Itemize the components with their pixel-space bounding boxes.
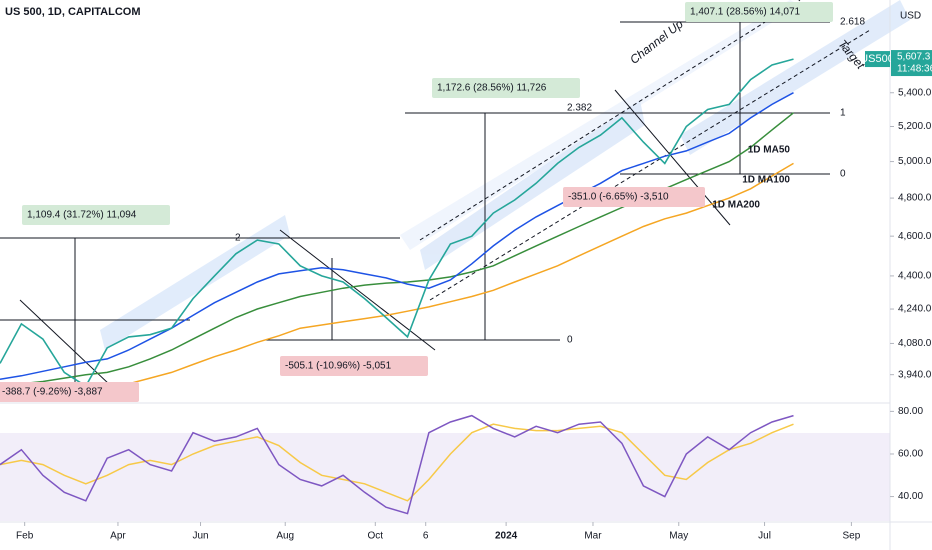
y-tick-label: 3,940.0 bbox=[898, 369, 932, 380]
series-label: 1D MA200 bbox=[712, 200, 760, 211]
y-tick-label: 5,400.0 bbox=[898, 87, 932, 98]
annotation-box bbox=[432, 78, 580, 98]
x-tick-label: Sep bbox=[842, 531, 860, 542]
trend-line bbox=[279, 229, 436, 351]
series-line bbox=[0, 423, 794, 502]
channel-line bbox=[429, 29, 871, 301]
rsi-band bbox=[0, 433, 890, 521]
y-tick-label: 5,200.0 bbox=[898, 121, 932, 132]
series-line bbox=[0, 414, 794, 515]
x-tick-label: Mar bbox=[584, 531, 602, 542]
y-tick-label: 5,000.0 bbox=[898, 156, 932, 167]
annotation: 1,109.4 (31.72%) 11,094 bbox=[27, 210, 137, 221]
annotation-box bbox=[685, 2, 833, 22]
currency: USD bbox=[900, 11, 921, 22]
annotation: 1,172.6 (28.56%) 11,726 bbox=[437, 83, 547, 94]
x-tick-label: May bbox=[669, 531, 688, 542]
annotation: 2 bbox=[235, 233, 241, 244]
price-tag-name-text: US500 bbox=[860, 53, 894, 65]
x-tick-label: Apr bbox=[110, 531, 126, 542]
price-tag bbox=[891, 50, 932, 77]
annotation: 0 bbox=[840, 169, 846, 180]
annotation-box bbox=[280, 356, 428, 376]
x-tick-label: Jul bbox=[758, 531, 771, 542]
y-tick-label: 4,800.0 bbox=[898, 193, 932, 204]
price-tag-name bbox=[865, 51, 890, 68]
y-tick-label: 80.00 bbox=[898, 406, 923, 417]
channel-band bbox=[680, 0, 910, 155]
chart-title: US 500, 1D, CAPITALCOM bbox=[5, 6, 141, 18]
annotation: -351.0 (-6.65%) -3,510 bbox=[568, 192, 669, 203]
y-tick-label: 60.00 bbox=[898, 449, 923, 460]
countdown: 11:48:36 bbox=[897, 64, 932, 75]
annotation: 0 bbox=[567, 335, 573, 346]
x-tick-label: Aug bbox=[276, 531, 294, 542]
series-line bbox=[0, 92, 794, 380]
drawings bbox=[0, 0, 871, 400]
trend-line bbox=[614, 89, 731, 226]
annotation: 1 bbox=[840, 108, 846, 119]
series-label: 1D MA50 bbox=[748, 145, 791, 156]
x-tick-label: 2024 bbox=[495, 531, 518, 542]
annotation: -505.1 (-10.96%) -5,051 bbox=[285, 361, 392, 372]
y-tick-label: 40.00 bbox=[898, 491, 923, 502]
x-tick-label: 6 bbox=[423, 531, 429, 542]
x-tick-label: Oct bbox=[368, 531, 384, 542]
annotation: 2.618 bbox=[840, 17, 865, 28]
last-price: 5,607.3 bbox=[897, 52, 931, 63]
annotation: 2.382 bbox=[567, 103, 592, 114]
channel-band bbox=[400, 0, 800, 250]
annotation-box bbox=[22, 205, 170, 225]
series-label: 1D MA100 bbox=[742, 175, 790, 186]
y-tick-label: 4,080.0 bbox=[898, 338, 932, 349]
y-tick-label: 4,240.0 bbox=[898, 304, 932, 315]
y-tick-label: 4,600.0 bbox=[898, 231, 932, 242]
x-tick-label: Jun bbox=[192, 531, 208, 542]
channel-line bbox=[419, 0, 801, 241]
annotation: -388.7 (-9.26%) -3,887 bbox=[2, 387, 103, 398]
annotation: 1,407.1 (28.56%) 14,071 bbox=[690, 7, 801, 18]
annotation-box bbox=[563, 187, 705, 207]
annotation-box bbox=[0, 382, 139, 402]
x-tick-label: Feb bbox=[16, 531, 34, 542]
y-tick-label: 4,400.0 bbox=[898, 271, 932, 282]
series-line bbox=[0, 58, 794, 388]
